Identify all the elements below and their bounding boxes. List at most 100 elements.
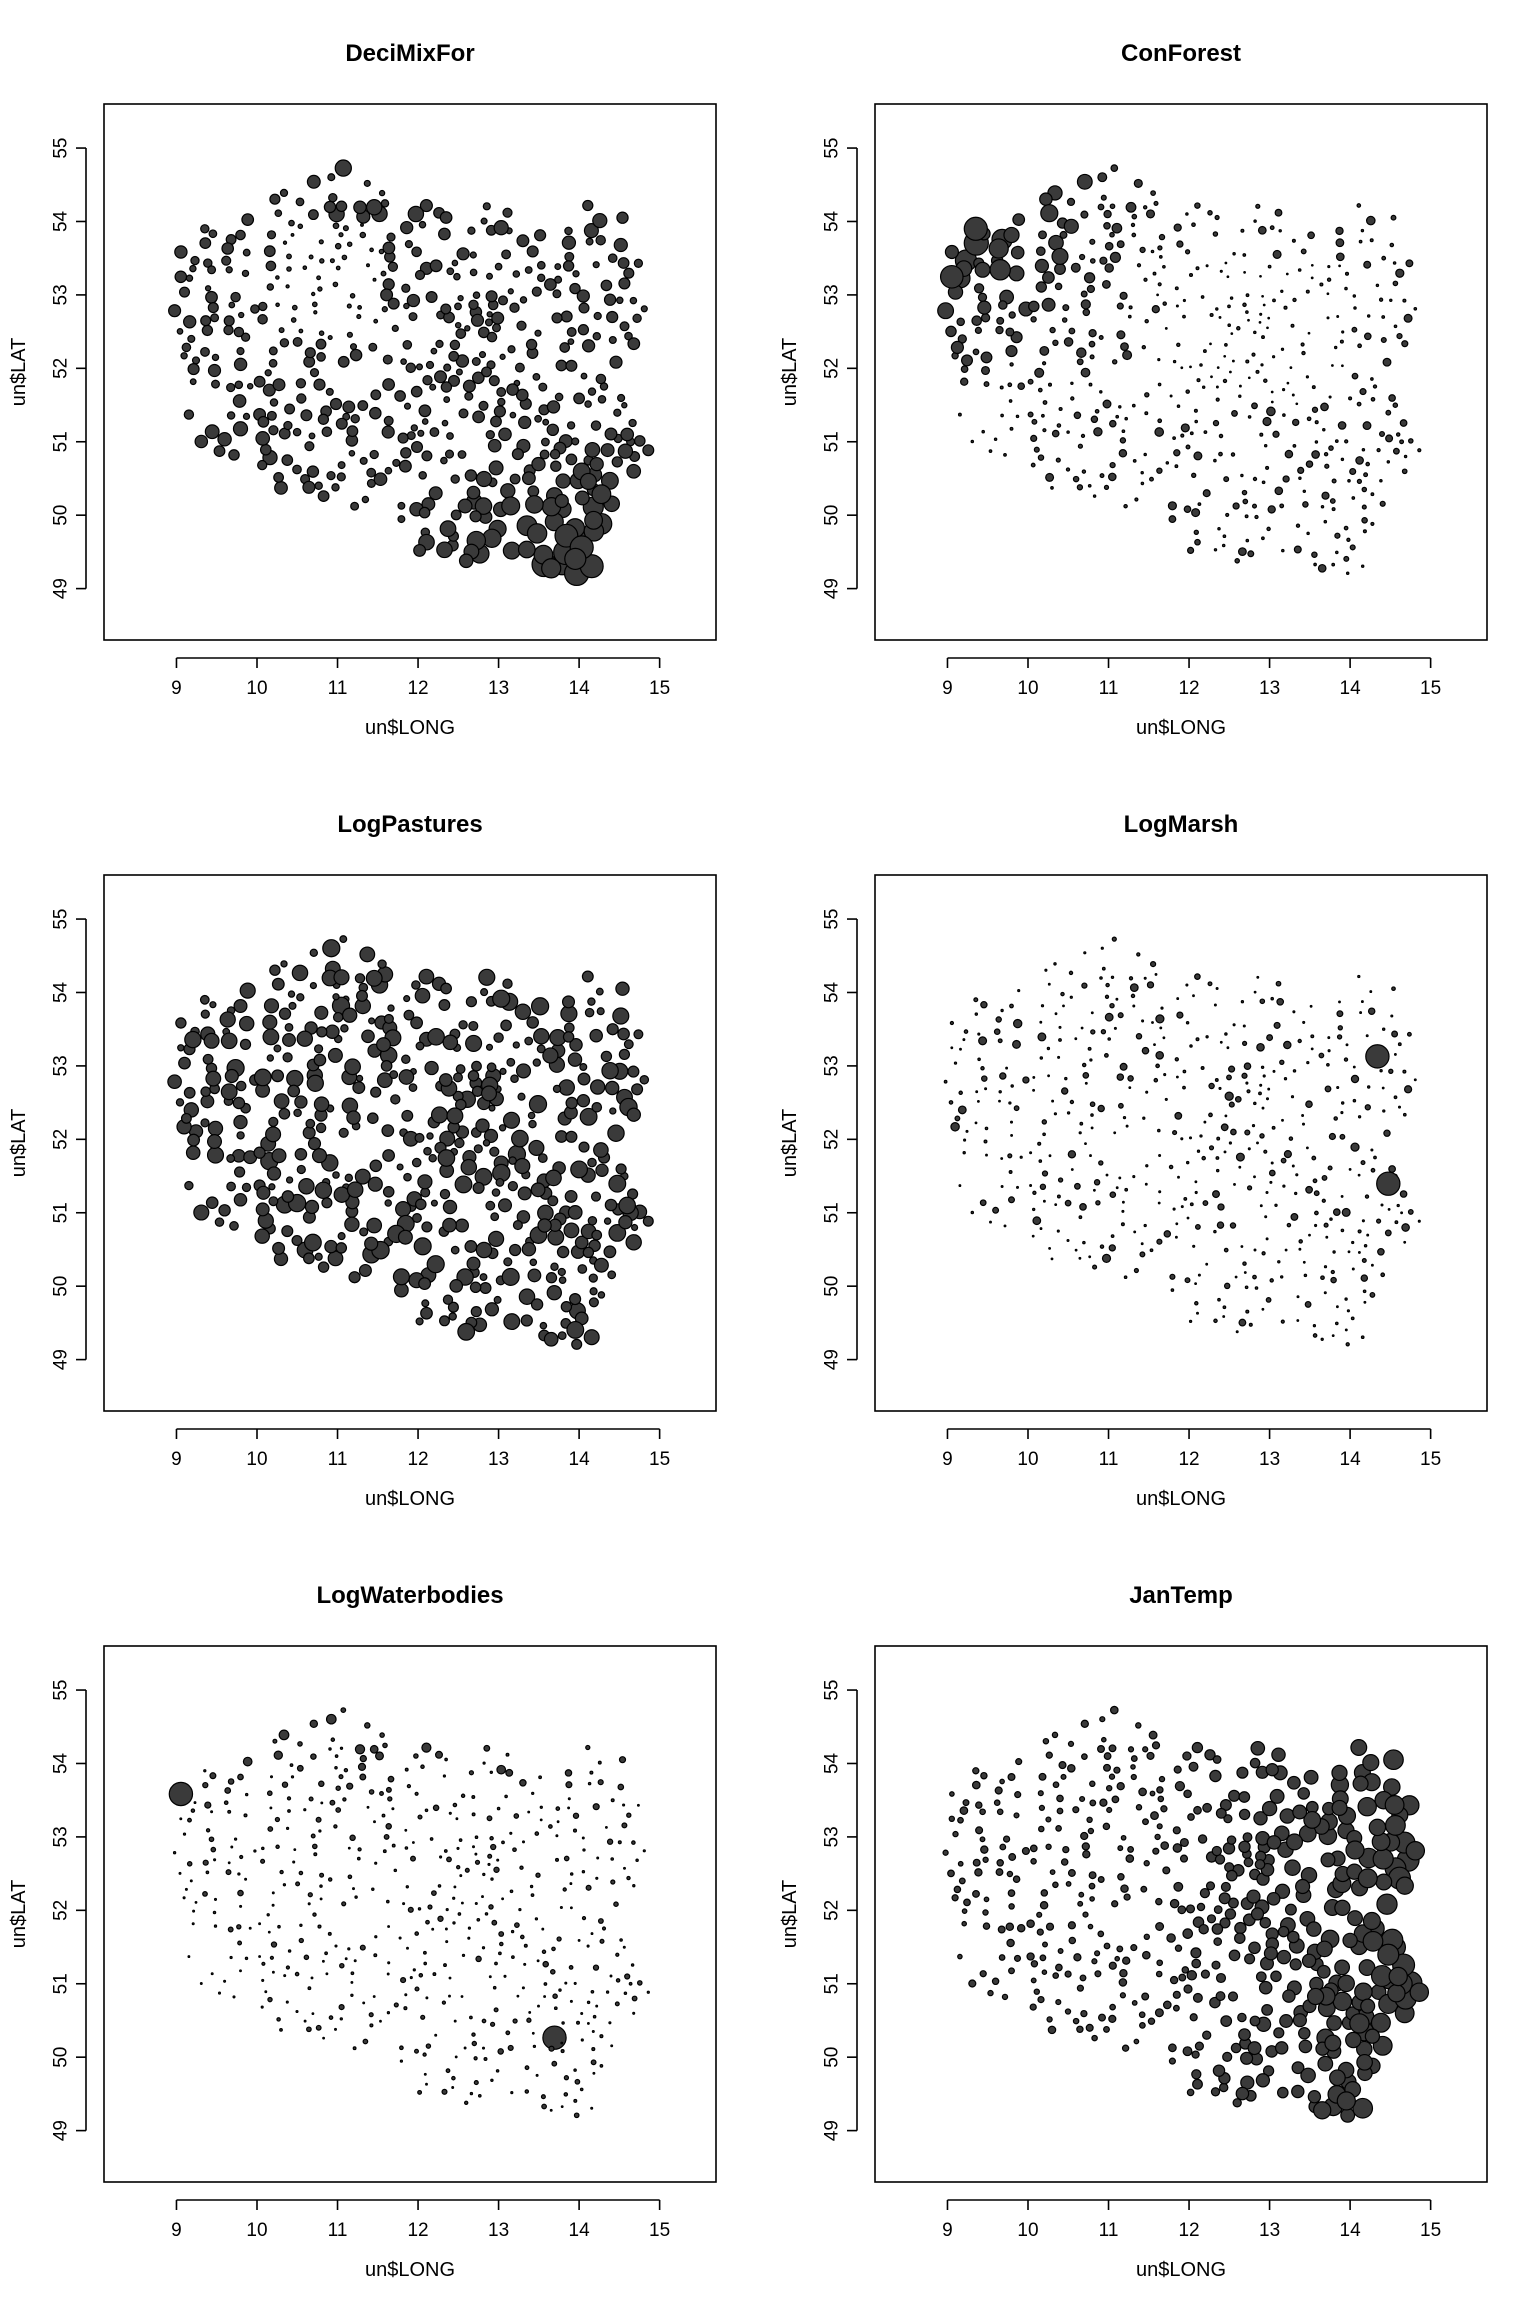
- data-point: [1388, 1068, 1394, 1074]
- data-point: [204, 285, 212, 292]
- data-point: [1369, 1291, 1376, 1298]
- data-point: [1099, 473, 1105, 479]
- data-point: [636, 1980, 643, 1986]
- data-point: [584, 400, 592, 408]
- data-point: [454, 321, 462, 329]
- data-point: [439, 1188, 451, 1200]
- data-point: [1098, 1160, 1104, 1166]
- data-point: [1304, 1300, 1312, 1308]
- data-point: [279, 1869, 284, 1875]
- data-point: [253, 375, 266, 388]
- data-point: [471, 371, 485, 385]
- data-point: [1236, 1766, 1249, 1779]
- data-point: [1298, 2039, 1313, 2054]
- data-point: [970, 439, 975, 444]
- data-point: [422, 1950, 427, 1955]
- data-point: [444, 1927, 448, 1931]
- data-point: [537, 2004, 540, 2008]
- data-point: [521, 1840, 526, 1844]
- data-point: [1223, 354, 1227, 358]
- data-point: [1249, 1757, 1261, 1769]
- data-point: [1185, 983, 1189, 987]
- data-point: [426, 1255, 445, 1274]
- data-point: [1350, 1316, 1355, 1321]
- panel-title: ConForest: [1121, 40, 1241, 67]
- data-point: [1300, 342, 1305, 347]
- data-point: [1413, 306, 1418, 311]
- data-point: [1074, 1037, 1078, 1041]
- data-point: [361, 495, 370, 504]
- data-point: [1113, 1766, 1121, 1774]
- data-point: [1037, 1790, 1044, 1797]
- data-point: [1197, 502, 1202, 507]
- data-point: [1108, 2014, 1117, 2024]
- data-point: [455, 1218, 469, 1233]
- data-point: [1133, 1230, 1137, 1234]
- data-point: [1149, 1790, 1156, 1797]
- data-point: [434, 370, 448, 384]
- data-point: [328, 2015, 334, 2020]
- data-point: [1238, 1165, 1242, 1169]
- data-point: [1009, 362, 1014, 367]
- data-point: [1057, 1948, 1064, 1954]
- data-point: [1101, 966, 1106, 971]
- data-point: [269, 1775, 274, 1779]
- data-point: [1153, 1043, 1156, 1047]
- data-point: [979, 1836, 986, 1843]
- data-point: [481, 2046, 486, 2050]
- data-point: [242, 1756, 253, 1767]
- data-point: [1311, 551, 1318, 558]
- data-point: [1254, 1286, 1259, 1290]
- data-point: [1032, 1075, 1036, 1079]
- data-point: [303, 1954, 310, 1961]
- data-point: [1003, 453, 1007, 457]
- data-point: [400, 447, 412, 459]
- data-point: [1379, 479, 1383, 483]
- data-point: [276, 2017, 281, 2022]
- data-point: [1362, 1911, 1381, 1931]
- data-point: [286, 266, 292, 272]
- data-point: [224, 1068, 239, 1084]
- data-point: [1201, 385, 1206, 389]
- data-point: [974, 261, 991, 278]
- data-point: [478, 968, 496, 986]
- data-point: [1069, 995, 1073, 999]
- data-point: [1099, 1244, 1105, 1249]
- data-point: [958, 1184, 962, 1188]
- data-point: [325, 1713, 337, 1725]
- data-point: [1355, 456, 1364, 465]
- data-point: [337, 461, 346, 470]
- data-point: [227, 1778, 235, 1785]
- data-point: [624, 1973, 631, 1980]
- data-point: [373, 1820, 376, 1824]
- data-point: [1008, 1853, 1017, 1861]
- data-point: [1260, 536, 1265, 541]
- data-point: [962, 1150, 966, 1155]
- data-point: [1027, 378, 1034, 385]
- data-point: [1202, 1802, 1213, 1813]
- data-point: [541, 1949, 547, 1955]
- data-point: [498, 1931, 505, 1937]
- data-point: [1104, 994, 1110, 999]
- y-tick-label: 53: [51, 284, 72, 305]
- data-point: [1198, 1923, 1209, 1935]
- data-point: [959, 1047, 962, 1051]
- data-point: [279, 188, 289, 198]
- data-point: [269, 193, 281, 205]
- data-point: [1243, 1062, 1252, 1071]
- data-point: [1192, 994, 1195, 998]
- data-point: [623, 1039, 634, 1050]
- data-point: [484, 318, 494, 327]
- data-point: [592, 1803, 600, 1811]
- data-point: [1098, 2013, 1106, 2022]
- data-point: [372, 277, 377, 282]
- data-point: [512, 1041, 520, 1049]
- data-point: [530, 997, 550, 1016]
- data-point: [457, 1912, 462, 1916]
- data-point: [1029, 1844, 1038, 1853]
- data-point: [322, 939, 341, 958]
- data-point: [339, 935, 348, 944]
- data-point: [404, 1846, 409, 1850]
- data-point: [178, 1056, 191, 1070]
- data-point: [475, 470, 493, 488]
